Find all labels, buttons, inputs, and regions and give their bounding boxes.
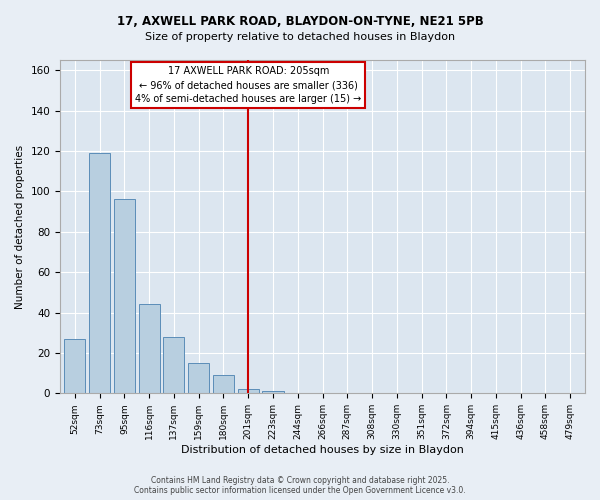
X-axis label: Distribution of detached houses by size in Blaydon: Distribution of detached houses by size … [181,445,464,455]
Bar [64,339,85,394]
Bar [89,153,110,394]
Bar [213,375,234,394]
Text: 17, AXWELL PARK ROAD, BLAYDON-ON-TYNE, NE21 5PB: 17, AXWELL PARK ROAD, BLAYDON-ON-TYNE, N… [116,15,484,28]
Text: Size of property relative to detached houses in Blaydon: Size of property relative to detached ho… [145,32,455,42]
Bar [163,337,184,394]
Y-axis label: Number of detached properties: Number of detached properties [15,144,25,308]
Text: 17 AXWELL PARK ROAD: 205sqm
← 96% of detached houses are smaller (336)
4% of sem: 17 AXWELL PARK ROAD: 205sqm ← 96% of det… [135,66,361,104]
Text: Contains HM Land Registry data © Crown copyright and database right 2025.
Contai: Contains HM Land Registry data © Crown c… [134,476,466,495]
Bar [262,392,284,394]
Bar [188,363,209,394]
Bar [238,390,259,394]
Bar [114,200,135,394]
Bar [139,304,160,394]
